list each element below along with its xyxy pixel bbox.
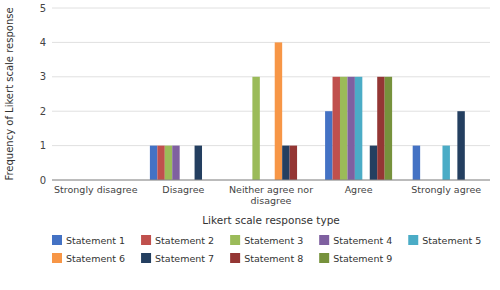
legend: Statement 1 Statement 2 Statement 3 Stateme…: [52, 235, 481, 264]
bar: [340, 77, 347, 180]
x-tick-label: Disagree: [162, 184, 204, 195]
bar: [385, 77, 392, 180]
bar: [172, 146, 179, 180]
y-tick-label: 5: [40, 3, 46, 14]
legend-label: Statement 5: [422, 235, 481, 246]
x-tick-label-line: Neither agree nor: [229, 184, 313, 195]
x-tick-label-line: Agree: [345, 184, 373, 195]
grid-line: [52, 76, 490, 77]
bar: [252, 77, 259, 180]
legend-label: Statement 4: [333, 235, 392, 246]
y-tick-label: 3: [40, 71, 46, 82]
bars: [150, 42, 465, 180]
grid-line: [52, 8, 490, 9]
x-tick-label: Neither agree nordisagree: [229, 184, 313, 206]
y-tick-label: 4: [40, 37, 46, 48]
legend-label: Statement 6: [66, 253, 125, 264]
legend-swatch: [319, 235, 329, 245]
legend-swatch: [141, 253, 151, 263]
chart: 0 1 2 3 4 5 Frequency of Likert scale response…: [0, 0, 500, 290]
bar: [370, 146, 377, 180]
legend-label: Statement 8: [244, 253, 303, 264]
bar: [195, 146, 202, 180]
bar: [442, 146, 449, 180]
y-tick-label: 0: [40, 175, 46, 186]
y-tick-label: 2: [40, 106, 46, 117]
x-axis-label: Likert scale response type: [202, 214, 340, 226]
bar: [457, 111, 464, 180]
bar: [355, 77, 362, 180]
x-tick-label-line: Strongly agree: [411, 184, 481, 195]
bar: [333, 77, 340, 180]
x-tick-label: Strongly disagree: [54, 184, 138, 195]
legend-label: Statement 2: [155, 235, 214, 246]
legend-label: Statement 7: [155, 253, 214, 264]
legend-label: Statement 1: [66, 235, 125, 246]
x-tick-label-line: disagree: [251, 195, 292, 206]
bar: [157, 146, 164, 180]
y-tick-label: 1: [40, 140, 46, 151]
x-tick-label-line: Strongly disagree: [54, 184, 138, 195]
bar: [150, 146, 157, 180]
grid-line: [52, 145, 490, 146]
bar: [377, 77, 384, 180]
bar: [165, 146, 172, 180]
x-axis-line: [52, 180, 490, 181]
x-tick-label: Strongly agree: [411, 184, 481, 195]
y-axis-label: Frequency of Likert scale response: [4, 7, 15, 180]
legend-swatch: [141, 235, 151, 245]
x-tick-label: Agree: [345, 184, 373, 195]
bar: [413, 146, 420, 180]
legend-swatch: [319, 253, 329, 263]
legend-swatch: [230, 235, 240, 245]
legend-swatch: [52, 235, 62, 245]
x-tick-label-line: Disagree: [162, 184, 204, 195]
grid-line: [52, 111, 490, 112]
legend-label: Statement 3: [244, 235, 303, 246]
legend-swatch: [408, 235, 418, 245]
grid-line: [52, 180, 490, 181]
legend-label: Statement 9: [333, 253, 392, 264]
bar: [275, 42, 282, 180]
bar: [347, 77, 354, 180]
bar: [290, 146, 297, 180]
bar: [325, 111, 332, 180]
grid-line: [52, 42, 490, 43]
legend-swatch: [52, 253, 62, 263]
bar: [282, 146, 289, 180]
legend-swatch: [230, 253, 240, 263]
